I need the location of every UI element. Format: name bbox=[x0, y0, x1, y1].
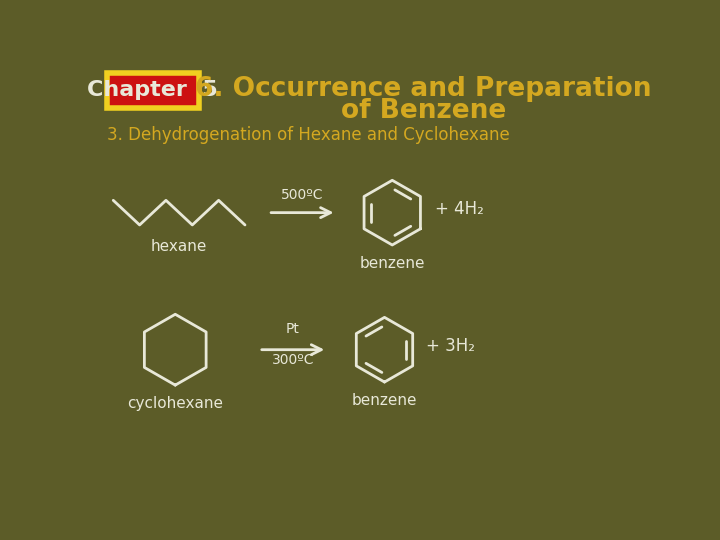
Text: 3. Dehydrogenation of Hexane and Cyclohexane: 3. Dehydrogenation of Hexane and Cyclohe… bbox=[107, 126, 510, 144]
FancyBboxPatch shape bbox=[107, 72, 199, 108]
Text: Pt: Pt bbox=[286, 322, 300, 336]
Text: 300ºC: 300ºC bbox=[272, 353, 315, 367]
Text: Chapter  5: Chapter 5 bbox=[87, 80, 218, 100]
Text: hexane: hexane bbox=[151, 239, 207, 254]
Text: 500ºC: 500ºC bbox=[281, 188, 323, 202]
Text: benzene: benzene bbox=[359, 256, 425, 271]
Text: + 4H₂: + 4H₂ bbox=[435, 200, 484, 218]
Text: of Benzene: of Benzene bbox=[341, 98, 506, 124]
Text: benzene: benzene bbox=[352, 393, 418, 408]
Text: 6. Occurrence and Preparation: 6. Occurrence and Preparation bbox=[195, 76, 652, 103]
Text: cyclohexane: cyclohexane bbox=[127, 396, 223, 411]
Text: + 3H₂: + 3H₂ bbox=[426, 337, 474, 355]
